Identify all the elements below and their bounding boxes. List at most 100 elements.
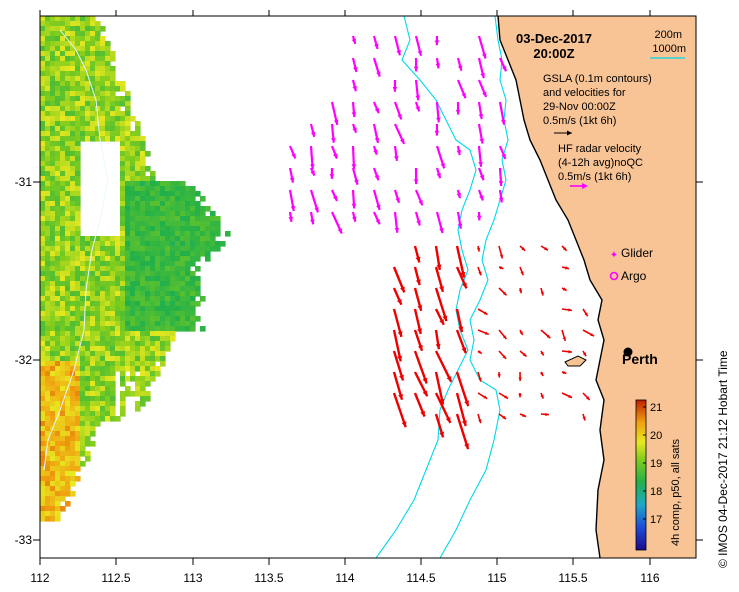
glider-label: Glider <box>621 246 653 260</box>
x-tick-label: 112.5 <box>101 571 130 585</box>
hf-radar-vector <box>393 101 403 120</box>
perth-label: Perth <box>622 351 658 367</box>
land-area <box>498 16 696 558</box>
current-vector <box>518 392 522 398</box>
perth-marker <box>623 347 633 357</box>
map-frame <box>39 15 697 559</box>
current-vector <box>477 329 490 336</box>
hf-radar-vector <box>498 167 504 187</box>
current-vector <box>561 266 570 270</box>
hf-radar-vector <box>288 167 295 183</box>
current-vector <box>498 245 504 259</box>
colorbar-tick-label: 20 <box>650 430 662 442</box>
current-vector <box>413 329 424 352</box>
current-vector <box>455 308 464 333</box>
depth-legend-200m: 200m <box>654 29 682 41</box>
current-vector <box>540 412 549 417</box>
map-date: 03-Dec-2017 <box>516 31 592 46</box>
current-vector <box>392 308 403 338</box>
hf-radar-vector <box>372 35 379 50</box>
x-tick-label: 115.5 <box>558 571 587 585</box>
hf-radar-vector <box>414 35 423 57</box>
hf-radar-vector <box>393 35 401 56</box>
current-vector <box>497 371 501 378</box>
hf-radar-vector <box>373 211 381 225</box>
isobath-200m <box>439 16 509 558</box>
current-vector <box>413 287 423 312</box>
current-vector <box>455 413 470 450</box>
current-vector <box>582 350 587 357</box>
hf-radar-vector <box>435 145 446 169</box>
colorbar-tick-label: 21 <box>650 402 662 414</box>
sst-field <box>40 16 231 522</box>
hf-radar-vector <box>435 211 444 234</box>
x-tick-label: 116 <box>640 571 659 585</box>
y-tick-label: -33 <box>15 533 33 547</box>
current-vector <box>413 266 421 286</box>
current-vector <box>477 266 482 276</box>
hf-radar-vector <box>393 189 401 204</box>
current-vector <box>434 308 445 326</box>
gsla-legend-line3: 29-Nov 00:00Z <box>543 101 616 113</box>
current-vector <box>434 266 445 293</box>
current-vector <box>392 371 404 401</box>
colorbar-tick-label: 18 <box>650 486 662 498</box>
hf-radar-vector <box>392 79 398 92</box>
hf-radar-vector <box>394 123 406 145</box>
current-vector <box>582 392 591 401</box>
hf-radar-vector <box>456 211 463 229</box>
current-vector <box>455 266 468 289</box>
hf-radar-vector <box>351 57 358 73</box>
rottnest-island <box>564 355 587 367</box>
current-vector <box>498 392 509 400</box>
hf-radar-vector <box>414 189 424 206</box>
hf-radar-vector <box>455 101 461 115</box>
hf-radar-vector <box>498 189 504 203</box>
current-vector <box>582 308 589 317</box>
glider-icon: ✦ <box>610 250 618 261</box>
hf-legend-scale: 0.5m/s (1kt 6h) <box>558 171 631 183</box>
x-tick-label: 112 <box>30 571 49 585</box>
hf-radar-vector <box>435 57 441 69</box>
hf-radar-vector <box>330 189 338 202</box>
hf-radar-vector <box>456 189 462 199</box>
hf-radar-vector <box>477 145 483 167</box>
hf-radar-vector <box>351 79 357 92</box>
hf-radar-vector <box>413 57 419 72</box>
hf-radar-vector <box>288 211 294 223</box>
hf-radar-vector <box>477 35 487 59</box>
hf-radar-vector <box>351 35 357 45</box>
current-vector <box>561 392 573 399</box>
hf-radar-vector <box>372 101 380 114</box>
x-tick-label: 113.5 <box>254 571 283 585</box>
current-vector <box>434 329 441 350</box>
current-vector <box>540 392 545 399</box>
hf-radar-vector <box>351 145 357 170</box>
hf-radar-vector <box>476 211 482 221</box>
current-vector <box>540 350 545 356</box>
current-vector <box>519 329 524 336</box>
current-vector <box>392 350 405 381</box>
y-tick-label: -32 <box>15 353 33 367</box>
current-vector <box>455 329 467 354</box>
hf-legend-line1: HF radar velocity <box>558 143 642 155</box>
hf-radar-vector <box>498 101 506 125</box>
hf-radar-vector <box>477 57 485 79</box>
current-vector <box>498 287 508 296</box>
hf-radar-vector <box>329 167 335 179</box>
current-vector <box>392 287 403 306</box>
current-vector <box>413 350 428 384</box>
current-vector <box>540 329 551 339</box>
hf-radar-vector <box>288 189 296 212</box>
hf-radar-vector <box>434 123 440 136</box>
current-vector <box>582 329 595 337</box>
colorbar-tick-label: 19 <box>650 458 662 470</box>
current-vector <box>561 370 567 375</box>
current-vector <box>434 350 453 383</box>
current-vector <box>434 245 442 271</box>
hf-radar-vector <box>330 145 338 159</box>
current-vector <box>434 413 445 438</box>
hf-radar-vector <box>351 189 357 209</box>
current-vector <box>518 287 523 294</box>
